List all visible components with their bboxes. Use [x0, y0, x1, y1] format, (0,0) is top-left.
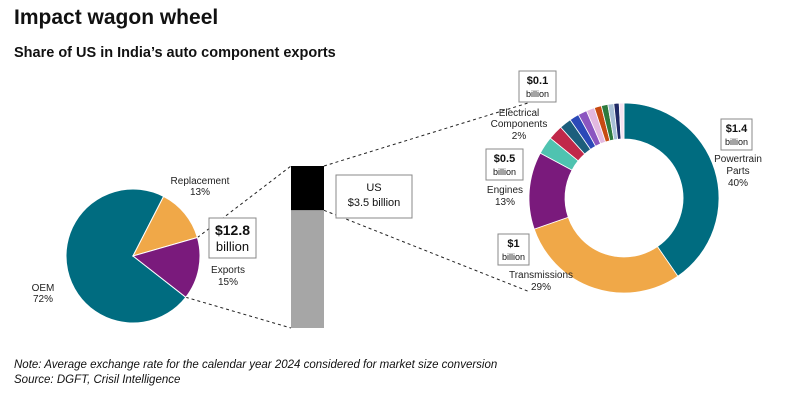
oem-value: 72%	[33, 294, 53, 305]
callout-transmissions-line-1: $1	[507, 238, 519, 250]
powertrain-value: 40%	[728, 178, 748, 189]
bar-segment-us	[291, 166, 324, 211]
us-component-donut	[528, 102, 720, 294]
callout-powertrain-line-2: billion	[725, 137, 748, 147]
us-share-callout-line-1: US	[366, 182, 381, 194]
exports-total-callout-line-2: billion	[216, 239, 249, 254]
pie-slice-replacement	[132, 195, 199, 257]
page-title: Impact wagon wheel	[14, 6, 219, 29]
replacement-label: Replacement	[171, 176, 230, 187]
callout-transmissions: $1 billion	[497, 233, 530, 266]
engines-value: 13%	[495, 197, 515, 208]
callout-powertrain: $1.4 billion	[720, 118, 753, 151]
segment-pie	[65, 188, 201, 324]
pie-slice-exports	[131, 236, 201, 298]
chart-subtitle: Share of US in India’s auto component ex…	[14, 45, 336, 61]
connector-us-bottom	[323, 209, 531, 293]
replacement-value: 13%	[190, 187, 210, 198]
callout-engines-line-1: $0.5	[494, 153, 515, 165]
electrical-value: 2%	[512, 131, 527, 142]
callout-electrical-line-2: billion	[526, 89, 549, 99]
electrical-label-1: Electrical	[499, 108, 540, 119]
oem-label: OEM	[32, 283, 55, 294]
callout-electrical: $0.1 billion	[518, 70, 557, 103]
exports-label: Exports	[211, 265, 245, 276]
chart-labels: OEM72%Replacement13%Exports15%$12.8billi…	[32, 70, 762, 305]
connector-exports-bottom	[185, 296, 292, 329]
us-share-callout-line-2: $3.5 billion	[348, 197, 401, 209]
callout-transmissions-line-2: billion	[502, 252, 525, 262]
exports-value: 15%	[218, 277, 238, 288]
powertrain-label-1: Powertrain	[714, 154, 762, 165]
callout-powertrain-frame	[720, 118, 753, 151]
exports-total-callout-frame	[208, 217, 257, 259]
export-stacked-bar	[291, 166, 324, 328]
exports-total-callout-line-1: $12.8	[215, 222, 250, 238]
engines-label: Engines	[487, 185, 523, 196]
note-text: Note: Average exchange rate for the cale…	[14, 359, 498, 371]
callout-engines-frame	[485, 148, 524, 181]
callout-electrical-frame	[518, 70, 557, 103]
callout-transmissions-frame	[497, 233, 530, 266]
transmissions-label: Transmissions	[509, 270, 573, 281]
electrical-label-2: Components	[491, 119, 548, 130]
footnote: Note: Average exchange rate for the cale…	[14, 358, 497, 388]
transmissions-value: 29%	[531, 282, 551, 293]
pie-slice-oem	[65, 188, 187, 324]
callout-powertrain-line-1: $1.4	[726, 123, 748, 135]
callout-engines-line-2: billion	[493, 167, 516, 177]
donut-slice-powertrain-parts	[623, 102, 720, 277]
us-share-callout: US $3.5 billion	[335, 174, 413, 219]
powertrain-label-2: Parts	[726, 166, 749, 177]
us-share-callout-frame	[335, 174, 413, 219]
callout-engines: $0.5 billion	[485, 148, 524, 181]
callout-electrical-line-1: $0.1	[527, 75, 548, 87]
donut-slice-other-13	[618, 102, 625, 140]
bar-segment-rest	[291, 210, 324, 328]
donut-slice-transmissions	[533, 216, 679, 294]
source-text: Source: DGFT, Crisil Intelligence	[14, 374, 181, 386]
